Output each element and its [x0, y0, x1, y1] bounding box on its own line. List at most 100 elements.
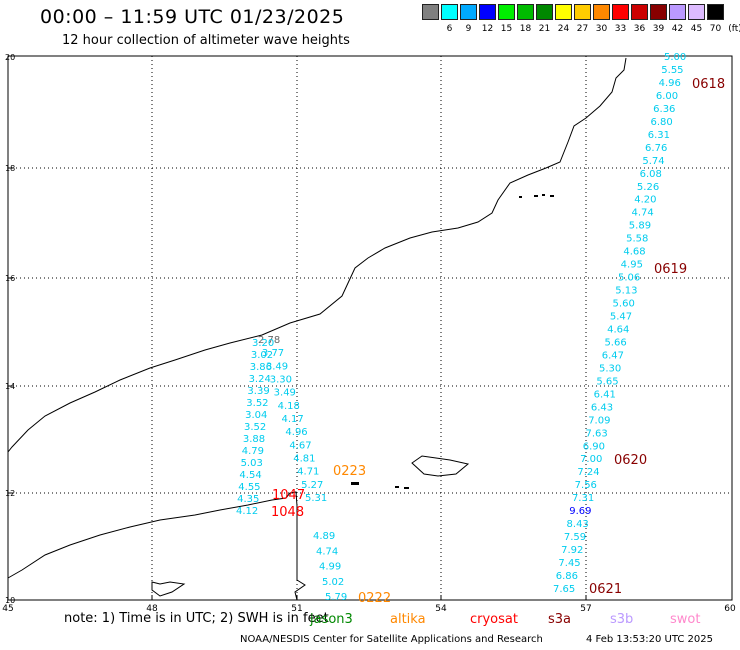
swh-value: 4.71 [297, 467, 319, 478]
swh-value: 7.45 [558, 558, 580, 569]
legend-swatch [460, 4, 477, 20]
swh-value: 3.39 [247, 386, 269, 397]
legend-swatch [631, 4, 648, 20]
swh-value: 6.76 [645, 143, 667, 154]
pass-time-label: 0222 [358, 591, 391, 606]
timestamp: 4 Feb 13:53:20 UTC 2025 [586, 634, 713, 645]
swh-value: 4.67 [289, 440, 311, 451]
grid-lines [8, 56, 732, 600]
swh-value: 6.90 [583, 441, 605, 452]
swh-value: 3.49 [274, 388, 296, 399]
swh-value: 3.77 [262, 348, 284, 359]
legend-label: 21 [538, 24, 551, 34]
swh-value: 5.03 [241, 458, 263, 469]
satellite-legend-item: s3a [548, 612, 572, 627]
lon-tick-label: 60 [724, 604, 736, 614]
page-subtitle: 12 hour collection of altimeter wave hei… [62, 33, 350, 48]
footer-note: note: 1) Time is in UTC; 2) SWH is in fe… [64, 611, 329, 626]
swh-value: 4.89 [313, 531, 335, 542]
legend-label: 27 [576, 24, 589, 34]
legend-label: 33 [614, 24, 627, 34]
legend-label: 42 [671, 24, 684, 34]
swh-value: 6.00 [656, 91, 678, 102]
swh-value: 4.18 [278, 401, 300, 412]
lon-tick-label: 51 [291, 604, 302, 614]
swh-value: 7.31 [572, 493, 594, 504]
swh-value: 9.69 [569, 506, 591, 517]
legend-swatch [650, 4, 667, 20]
legend-swatch [555, 4, 572, 20]
legend-swatch [536, 4, 553, 20]
swh-value: 7.63 [585, 428, 607, 439]
pass-time-label: 0621 [589, 582, 622, 597]
legend-label: 39 [652, 24, 665, 34]
pass-time-label: 0223 [333, 464, 366, 479]
lon-tick-label: 45 [2, 604, 13, 614]
legend-swatch [574, 4, 591, 20]
legend-label: 70 [709, 24, 722, 34]
legend-label: 15 [500, 24, 513, 34]
swh-value: 5.60 [613, 299, 635, 310]
swh-value: 7.65 [553, 584, 575, 595]
satellite-legend-item: altika [390, 612, 426, 627]
credit-text: NOAA/NESDIS Center for Satellite Applica… [240, 634, 543, 645]
swh-value: 4.81 [293, 454, 315, 465]
pass-time-label: 1048 [271, 505, 304, 520]
swh-value: 3.49 [266, 361, 288, 372]
swh-value: 6.41 [594, 389, 616, 400]
swh-value: 5.26 [637, 182, 659, 193]
swh-value: 5.65 [596, 376, 618, 387]
swh-value: 3.52 [246, 398, 268, 409]
swh-value: 3.86 [250, 362, 272, 373]
legend-swatch [479, 4, 496, 20]
island-south [151, 581, 186, 597]
lon-tick-label: 54 [435, 604, 447, 614]
swh-value: 7.59 [564, 532, 586, 543]
swh-value: 5.47 [610, 312, 632, 323]
swh-value: 4.96 [659, 78, 681, 89]
swh-value: 6.36 [653, 104, 675, 115]
island-socotra [411, 455, 470, 477]
lat-tick-label: 16 [5, 274, 15, 283]
swh-value: 3.20 [252, 338, 274, 349]
swh-value: 5.06 [618, 273, 640, 284]
page-title: 00:00 – 11:59 UTC 01/23/2025 [40, 6, 345, 28]
lat-tick-label: 20 [5, 53, 15, 62]
swh-value: 4.74 [632, 208, 654, 219]
legend-swatch [593, 4, 610, 20]
swh-value: 5.00 [664, 52, 686, 63]
satellite-legend-item: jason3 [310, 612, 353, 627]
swh-value: 6.80 [650, 117, 672, 128]
swh-value: 3.52 [244, 422, 266, 433]
legend-label: 9 [465, 24, 472, 34]
legend-swatch [422, 4, 439, 20]
coastline-south [7, 491, 306, 601]
swh-value: 3.24 [249, 374, 271, 385]
swh-value: 4.96 [285, 427, 307, 438]
swh-value: 3.30 [270, 375, 292, 386]
legend-swatch [612, 4, 629, 20]
legend-swatch [688, 4, 705, 20]
swh-value: 5.30 [599, 363, 621, 374]
satellite-legend-item: cryosat [470, 612, 518, 627]
lat-tick-label: 12 [5, 489, 15, 498]
legend-label: 30 [595, 24, 608, 34]
swh-value: 6.47 [602, 350, 624, 361]
swh-value: 4.99 [319, 562, 341, 573]
lat-tick-label: 18 [5, 164, 15, 173]
legend-label: 36 [633, 24, 646, 34]
swh-value: 5.66 [604, 337, 626, 348]
swh-value: 4.68 [623, 247, 645, 258]
satellite-legend-item: s3b [610, 612, 634, 627]
swh-value: 4.95 [621, 260, 643, 271]
swh-value: 5.02 [322, 577, 344, 588]
swh-value: 5.74 [642, 156, 664, 167]
lon-tick-label: 48 [146, 604, 158, 614]
pass-time-label: 0618 [692, 77, 725, 92]
swh-value: 3.02 [251, 350, 273, 361]
pass-time-label: 1047 [272, 488, 305, 503]
swh-value: 7.92 [561, 545, 583, 556]
swh-value: 7.09 [588, 415, 610, 426]
swh-value: 4.20 [634, 195, 656, 206]
swh-value: 8.43 [567, 519, 589, 530]
